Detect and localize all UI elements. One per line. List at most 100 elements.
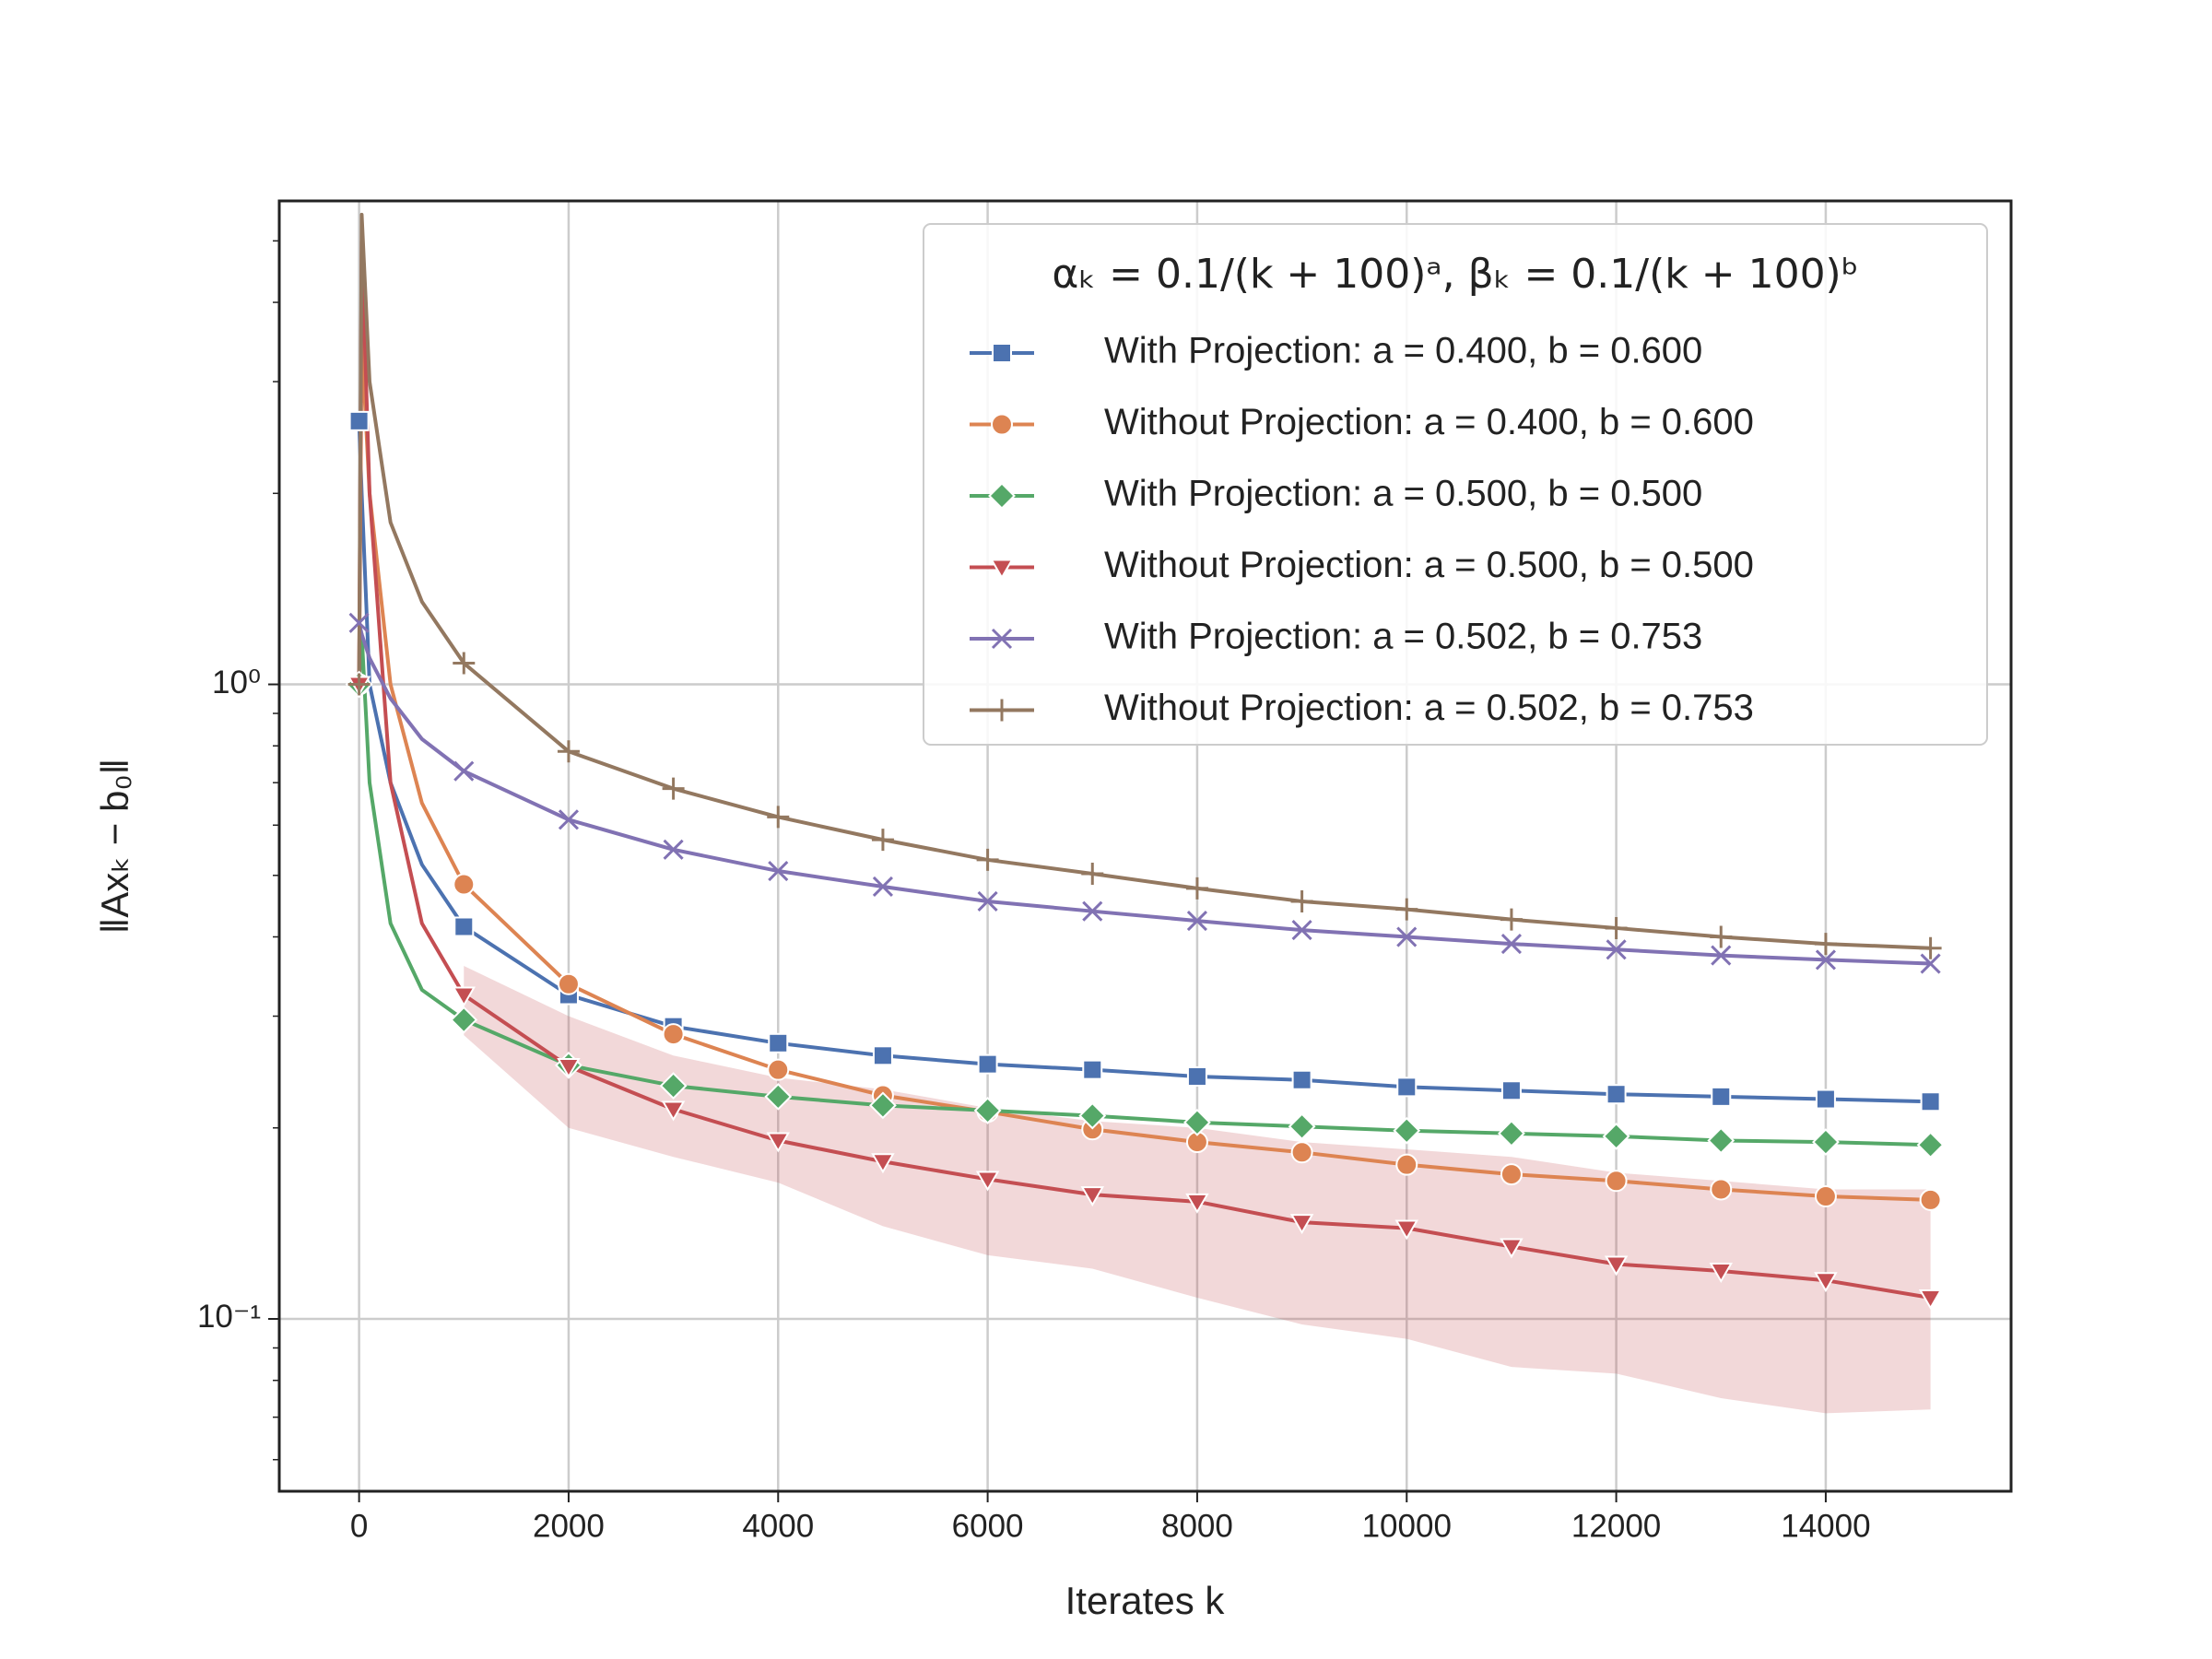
band (464, 966, 1931, 1414)
marker (1080, 1186, 1105, 1207)
marker (1078, 1101, 1107, 1130)
marker (1500, 908, 1523, 931)
marker (871, 1153, 895, 1174)
x-tick-label: 6000 (952, 1508, 1024, 1544)
marker (1919, 936, 1942, 959)
marker (872, 1045, 893, 1066)
marker (1290, 1141, 1313, 1164)
marker (1289, 1214, 1314, 1235)
legend-marker (992, 343, 1012, 363)
marker (1919, 1188, 1942, 1211)
marker (976, 848, 999, 871)
marker (977, 1053, 998, 1075)
x-tick-label: 8000 (1161, 1508, 1233, 1544)
marker (1916, 1131, 1945, 1159)
marker (1081, 862, 1104, 885)
marker (557, 972, 580, 995)
legend-label: With Projection: a = 0.500, b = 0.500 (1104, 474, 1702, 514)
marker (767, 1058, 790, 1081)
marker (1500, 934, 1522, 955)
marker (1815, 949, 1836, 971)
marker (1814, 1185, 1837, 1208)
plot-frame (277, 199, 2013, 1493)
marker (1396, 926, 1418, 947)
marker (1920, 1091, 1941, 1112)
marker (869, 1091, 897, 1120)
legend-label: With Projection: a = 0.400, b = 0.600 (1104, 331, 1702, 371)
marker (1602, 1122, 1630, 1150)
marker (348, 612, 370, 633)
marker (452, 986, 477, 1007)
x-tick-label: 10000 (1362, 1508, 1452, 1544)
legend-marker (991, 413, 1013, 436)
legend-label: With Projection: a = 0.502, b = 0.753 (1104, 617, 1702, 657)
marker (1186, 1065, 1207, 1087)
marker (1291, 920, 1312, 941)
marker (1500, 1163, 1523, 1186)
legend-marker (988, 482, 1016, 510)
marker (973, 1097, 1002, 1124)
plot-area (345, 212, 1945, 1414)
marker (453, 652, 476, 675)
series-line (357, 622, 1931, 966)
marker (1288, 1112, 1316, 1141)
marker (1291, 1069, 1312, 1090)
series-line (357, 212, 1931, 950)
marker (767, 806, 790, 829)
marker (1396, 1077, 1418, 1098)
marker (663, 839, 684, 860)
legend-marker (990, 559, 1014, 580)
marker (764, 1082, 793, 1111)
y-tick-label: 10⁰ (212, 665, 261, 700)
marker (1183, 1108, 1211, 1136)
marker (557, 740, 580, 763)
y-axis-label: ‖Axₖ − b₀‖ (93, 759, 136, 934)
marker (1710, 1178, 1733, 1201)
legend-title: αₖ = 0.1/(k + 100)ᵃ, βₖ = 0.1/(k + 100)ᵇ (1052, 251, 1858, 298)
marker (1500, 1080, 1522, 1101)
marker (1814, 933, 1837, 956)
marker (450, 1006, 478, 1034)
marker (1082, 900, 1103, 922)
legend-box (923, 223, 1988, 746)
marker (1814, 1272, 1838, 1293)
series-line (357, 420, 1931, 1104)
series-line (357, 239, 1931, 1300)
marker (1395, 1153, 1418, 1176)
marker (1711, 945, 1732, 966)
marker (1606, 1084, 1627, 1105)
x-tick-label: 4000 (742, 1508, 814, 1544)
marker (1395, 898, 1418, 921)
x-tick-label: 0 (350, 1508, 368, 1544)
marker (1290, 889, 1313, 912)
x-tick-label: 12000 (1571, 1508, 1661, 1544)
marker (1812, 1128, 1840, 1156)
legend-marker (991, 699, 1013, 722)
marker (1605, 916, 1628, 939)
marker (1920, 953, 1941, 974)
marker (1186, 911, 1207, 932)
marker (557, 1058, 581, 1079)
marker (977, 890, 998, 912)
marker (661, 1100, 686, 1122)
marker (659, 1072, 688, 1100)
marker (1393, 1116, 1421, 1145)
marker (1605, 1170, 1628, 1193)
marker (768, 860, 789, 882)
legend-marker (991, 628, 1013, 650)
marker (768, 1032, 789, 1053)
marker (872, 876, 893, 898)
legend-label: Without Projection: a = 0.500, b = 0.500 (1104, 545, 1754, 585)
marker (1185, 877, 1208, 900)
marker (1604, 1255, 1629, 1277)
marker (1707, 1126, 1735, 1155)
marker (1711, 1086, 1732, 1107)
marker (1500, 1238, 1524, 1259)
x-axis-label: Iterates k (1065, 1579, 1226, 1622)
marker (766, 1132, 791, 1153)
legend-label: Without Projection: a = 0.400, b = 0.600 (1104, 402, 1754, 442)
marker (1185, 1193, 1209, 1214)
marker (1498, 1119, 1525, 1147)
marker (1082, 1059, 1103, 1080)
